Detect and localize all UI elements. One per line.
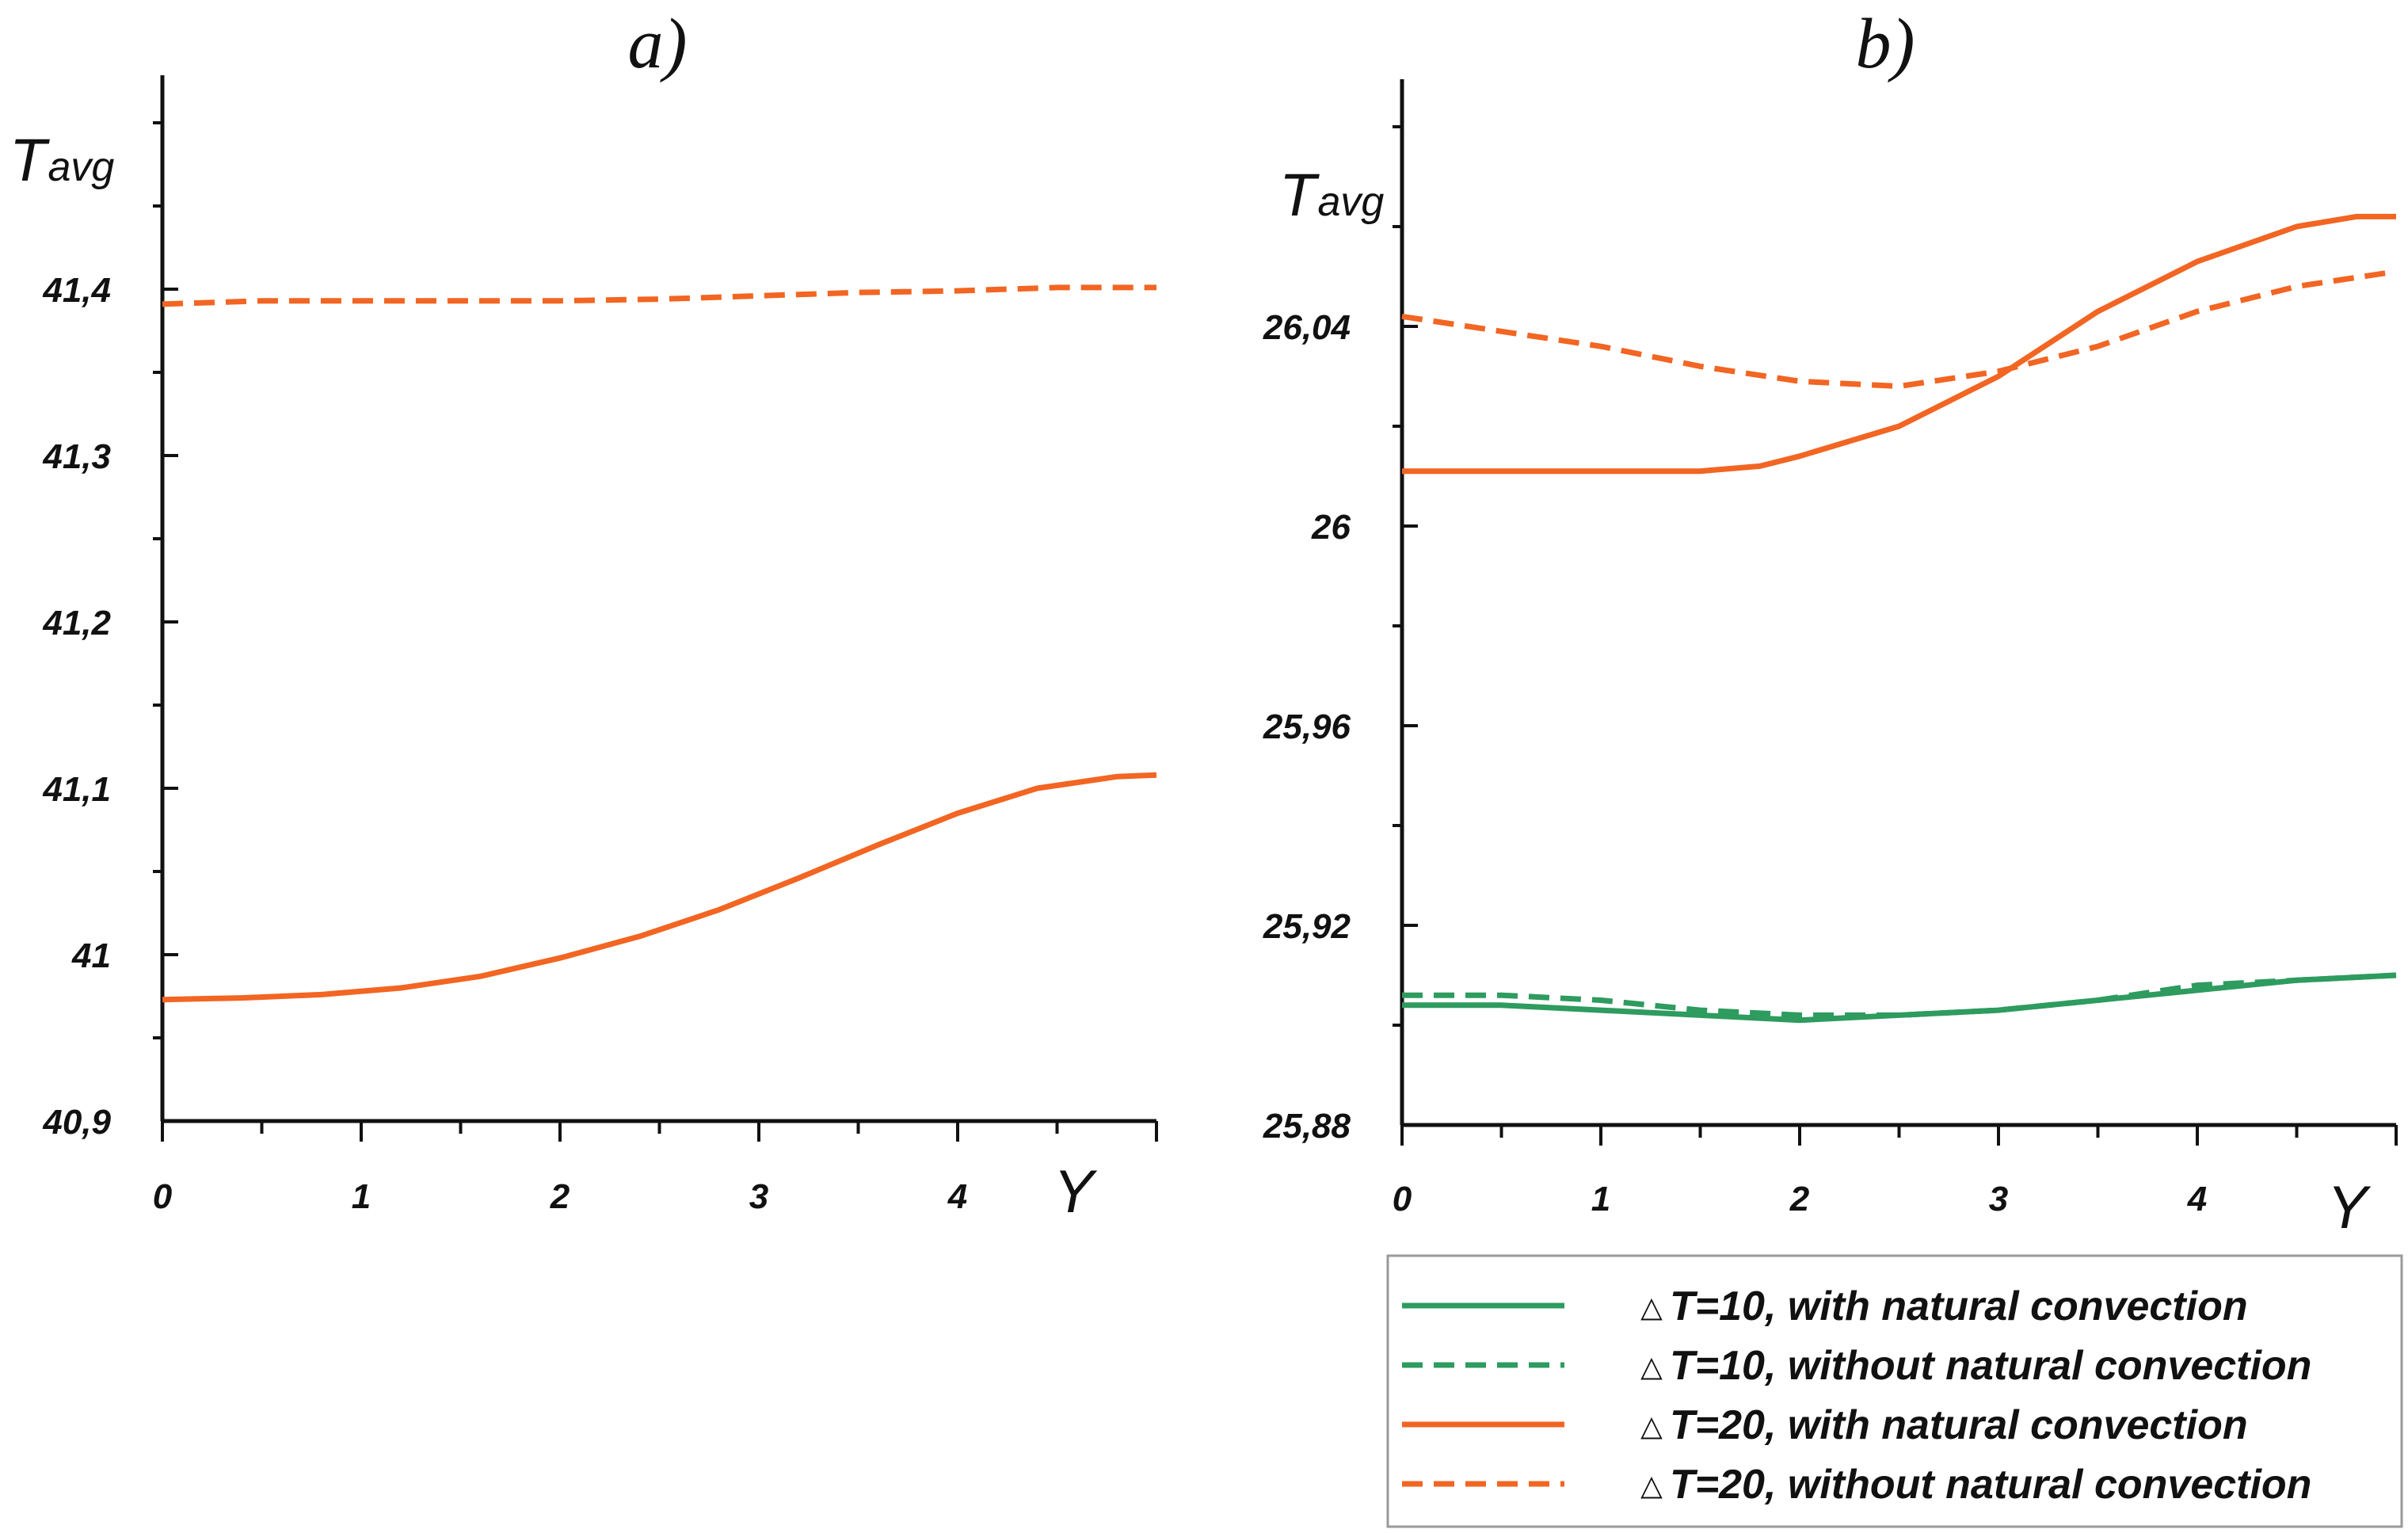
panel-a-x-tick-label: 0 [153,1177,173,1216]
panel-a-y-tick-label: 40,9 [42,1103,111,1142]
panel-b-x-tick-label: 0 [1393,1180,1412,1218]
panel-b-y-tick-label: 25,88 [1263,1107,1351,1146]
panel-a-y-tick-label: 41,1 [42,770,111,809]
panel-b-y-tick-label: 26 [1311,508,1351,547]
panel-a-y-axis-title-main: T [10,127,50,194]
legend-delta-icon: △ [1640,1291,1663,1324]
panel-b-y-tick-label: 26,04 [1263,308,1351,347]
legend-label-3: T=20, without natural convection [1670,1462,2311,1508]
legend-label-0: T=10, with natural convection [1670,1283,2248,1329]
panel-a-y-axis-title-sub: avg [48,144,114,190]
panel-b-axes: 0 1 2 3 4 25,88 25,92 25,96 26 26,04 [1263,79,2398,1218]
legend-delta-icon: △ [1640,1470,1663,1502]
panel-b-series-dashed-3 [1401,269,2397,390]
legend-delta-icon: △ [1640,1351,1663,1383]
panel-a-y-tick-label: 41,4 [42,271,111,310]
panel-a-title: a) [628,5,688,83]
panel-a-y-tick-label: 41,3 [42,437,111,476]
panel-a: a) Tavg Y 0 1 2 3 4 40,9 41 41,1 41,2 41,3 41,4 [10,5,1158,1226]
panel-b-x-tick-label: 1 [1591,1180,1610,1218]
legend-label-2: T=20, with natural convection [1670,1402,2248,1448]
panel-b-x-tick-label: 2 [1789,1180,1810,1218]
panel-a-series-dashed-1 [162,284,1156,307]
panel-b-x-tick-label: 3 [1989,1180,2008,1218]
panel-b-series-solid-0 [1402,972,2397,1024]
panel-b-series [1401,213,2397,1024]
panel-b-x-axis-title: Y [2327,1174,2372,1241]
panel-a-x-axis-title: Y [1054,1158,1098,1226]
panel-b-series-solid-2 [1402,213,2396,475]
panel-b-x-tick-label: 4 [2187,1180,2207,1218]
panel-b-y-tick-label: 25,96 [1263,707,1351,746]
panel-a-y-tick-label: 41 [71,936,111,975]
panel-a-x-tick-label: 1 [352,1177,371,1216]
legend-entries: △ T=10, with natural convection△ T=10, wit… [1402,1283,2311,1508]
panel-a-y-axis-title: Tavg [10,127,114,194]
panel-b-y-axis-title-sub: avg [1317,179,1384,225]
panel-b: b) Tavg Y 0 1 2 3 4 25,88 25,92 25,96 26 26,04 [1263,5,2398,1241]
panel-b-y-tick-label: 25,92 [1263,907,1351,946]
panel-b-title: b) [1856,5,1915,83]
panel-b-series-dashed-1 [1402,972,2397,1018]
panel-a-series-solid-0 [162,772,1157,1003]
legend-delta-icon: △ [1640,1410,1663,1443]
legend-box [1386,1254,2403,1528]
panel-a-x-tick-label: 3 [749,1177,768,1216]
panel-a-axes: 0 1 2 3 4 40,9 41 41,1 41,2 41,3 41,4 [42,75,1158,1216]
panel-a-x-tick-label: 4 [947,1177,967,1216]
panel-a-y-tick-label: 41,2 [42,604,111,643]
panel-b-y-axis-title-main: T [1279,162,1320,229]
panel-a-series [162,284,1157,1003]
panel-a-x-tick-label: 2 [550,1177,570,1216]
panel-b-y-axis-title: Tavg [1279,162,1384,229]
legend-label-1: T=10, without natural convection [1670,1343,2311,1389]
legend: △ T=10, with natural convection△ T=10, wit… [1386,1254,2403,1528]
